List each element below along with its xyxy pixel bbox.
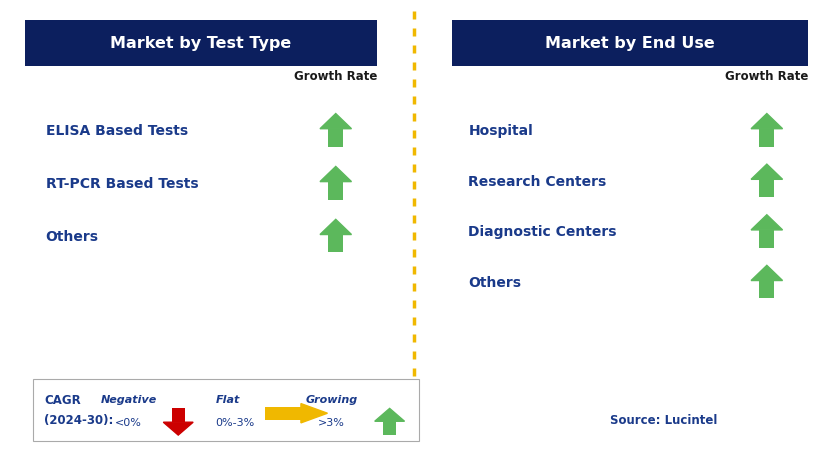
Polygon shape	[320, 167, 351, 182]
Bar	[758, 230, 773, 248]
Text: Market by End Use: Market by End Use	[545, 36, 714, 51]
Bar	[383, 421, 396, 435]
Bar	[328, 129, 343, 147]
Text: Flat: Flat	[215, 395, 240, 404]
Text: Market by Test Type: Market by Test Type	[110, 36, 291, 51]
Polygon shape	[301, 404, 327, 423]
Text: CAGR: CAGR	[44, 393, 80, 406]
Text: Hospital: Hospital	[468, 124, 532, 138]
Polygon shape	[750, 215, 782, 230]
Text: (2024-30):: (2024-30):	[44, 413, 113, 426]
Bar	[758, 281, 773, 299]
Polygon shape	[163, 422, 193, 435]
Polygon shape	[320, 220, 351, 235]
Bar	[758, 180, 773, 198]
Polygon shape	[750, 165, 782, 180]
Polygon shape	[320, 114, 351, 129]
Bar	[328, 182, 343, 200]
Polygon shape	[750, 266, 782, 281]
Polygon shape	[374, 409, 404, 421]
FancyBboxPatch shape	[25, 21, 377, 67]
Text: <0%: <0%	[115, 417, 142, 426]
FancyBboxPatch shape	[33, 379, 418, 441]
Text: >3%: >3%	[318, 417, 344, 426]
Text: Others: Others	[46, 230, 99, 243]
Text: Growth Rate: Growth Rate	[294, 70, 377, 83]
Text: Source: Lucintel: Source: Lucintel	[609, 414, 716, 426]
Bar	[758, 129, 773, 147]
Text: RT-PCR Based Tests: RT-PCR Based Tests	[46, 177, 198, 190]
Text: Growing: Growing	[305, 395, 358, 404]
Text: Research Centers: Research Centers	[468, 174, 606, 188]
Text: Growth Rate: Growth Rate	[724, 70, 807, 83]
Text: Negative: Negative	[100, 395, 156, 404]
Text: 0%-3%: 0%-3%	[214, 417, 254, 426]
Text: ELISA Based Tests: ELISA Based Tests	[46, 124, 187, 138]
Bar	[171, 409, 185, 422]
FancyBboxPatch shape	[451, 21, 807, 67]
Bar	[265, 407, 301, 420]
Polygon shape	[750, 114, 782, 129]
Text: Others: Others	[468, 275, 521, 289]
Text: Diagnostic Centers: Diagnostic Centers	[468, 225, 616, 239]
Bar	[328, 235, 343, 253]
